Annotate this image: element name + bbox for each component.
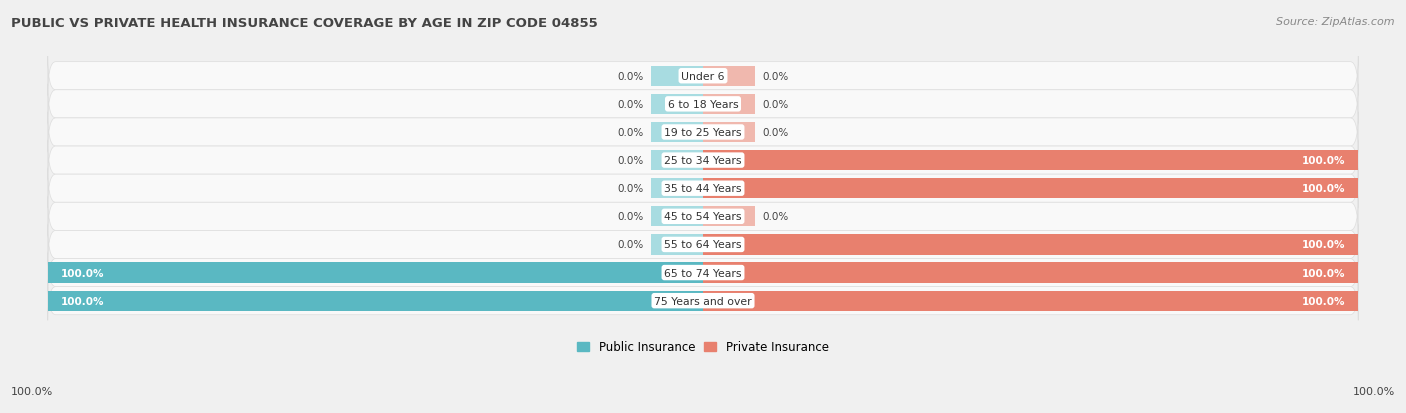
Text: Source: ZipAtlas.com: Source: ZipAtlas.com	[1277, 17, 1395, 26]
FancyBboxPatch shape	[48, 57, 1358, 96]
Bar	[651, 235, 703, 255]
Text: 100.0%: 100.0%	[1302, 296, 1346, 306]
Bar	[48, 263, 703, 283]
Bar	[651, 179, 703, 199]
Text: 0.0%: 0.0%	[617, 184, 644, 194]
Text: 45 to 54 Years: 45 to 54 Years	[664, 212, 742, 222]
FancyBboxPatch shape	[48, 169, 1358, 209]
Bar	[703, 66, 755, 87]
Text: 100.0%: 100.0%	[1302, 268, 1346, 278]
Text: 0.0%: 0.0%	[762, 100, 789, 109]
Bar	[703, 151, 1358, 171]
Text: 0.0%: 0.0%	[762, 71, 789, 81]
FancyBboxPatch shape	[48, 225, 1358, 264]
Text: 0.0%: 0.0%	[762, 212, 789, 222]
Bar	[703, 123, 755, 143]
Text: 0.0%: 0.0%	[617, 240, 644, 250]
Bar	[651, 66, 703, 87]
Text: Under 6: Under 6	[682, 71, 724, 81]
Text: 100.0%: 100.0%	[60, 268, 104, 278]
FancyBboxPatch shape	[48, 197, 1358, 236]
Text: 0.0%: 0.0%	[617, 156, 644, 166]
Text: PUBLIC VS PRIVATE HEALTH INSURANCE COVERAGE BY AGE IN ZIP CODE 04855: PUBLIC VS PRIVATE HEALTH INSURANCE COVER…	[11, 17, 598, 29]
Text: 0.0%: 0.0%	[617, 128, 644, 138]
Text: 100.0%: 100.0%	[1302, 156, 1346, 166]
Text: 0.0%: 0.0%	[762, 128, 789, 138]
Bar	[703, 206, 755, 227]
Text: 55 to 64 Years: 55 to 64 Years	[664, 240, 742, 250]
Bar	[703, 179, 1358, 199]
Bar	[651, 123, 703, 143]
Text: 25 to 34 Years: 25 to 34 Years	[664, 156, 742, 166]
Text: 75 Years and over: 75 Years and over	[654, 296, 752, 306]
Bar	[703, 95, 755, 115]
Text: 0.0%: 0.0%	[617, 100, 644, 109]
Text: 35 to 44 Years: 35 to 44 Years	[664, 184, 742, 194]
Text: 0.0%: 0.0%	[617, 71, 644, 81]
FancyBboxPatch shape	[48, 281, 1358, 320]
Legend: Public Insurance, Private Insurance: Public Insurance, Private Insurance	[572, 336, 834, 358]
Text: 6 to 18 Years: 6 to 18 Years	[668, 100, 738, 109]
Bar	[703, 235, 1358, 255]
Bar	[651, 151, 703, 171]
Bar	[703, 291, 1358, 311]
Text: 19 to 25 Years: 19 to 25 Years	[664, 128, 742, 138]
Text: 100.0%: 100.0%	[60, 296, 104, 306]
Text: 100.0%: 100.0%	[11, 387, 53, 396]
Bar	[651, 95, 703, 115]
Text: 65 to 74 Years: 65 to 74 Years	[664, 268, 742, 278]
Bar	[651, 206, 703, 227]
Text: 0.0%: 0.0%	[617, 212, 644, 222]
Text: 100.0%: 100.0%	[1353, 387, 1395, 396]
FancyBboxPatch shape	[48, 141, 1358, 180]
Text: 100.0%: 100.0%	[1302, 240, 1346, 250]
Bar	[703, 263, 1358, 283]
Text: 100.0%: 100.0%	[1302, 184, 1346, 194]
FancyBboxPatch shape	[48, 253, 1358, 292]
Bar	[48, 291, 703, 311]
FancyBboxPatch shape	[48, 85, 1358, 124]
FancyBboxPatch shape	[48, 113, 1358, 152]
